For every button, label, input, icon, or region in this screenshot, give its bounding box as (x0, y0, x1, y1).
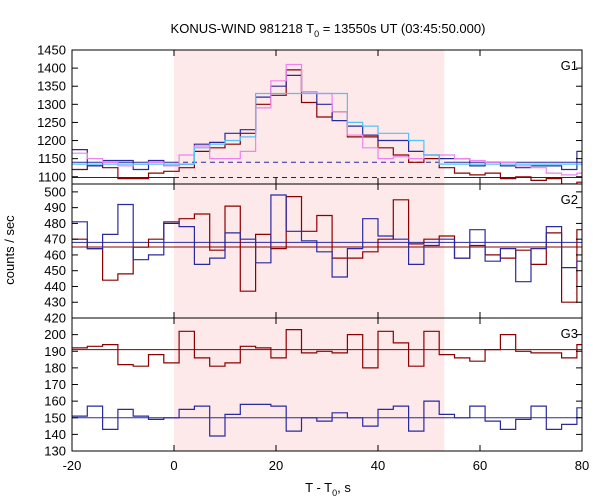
y-tick-label: 490 (44, 200, 66, 215)
y-tick-label: 1300 (37, 97, 66, 112)
y-tick-label: 500 (44, 184, 66, 199)
y-tick-label: 140 (44, 427, 66, 442)
y-tick-label: 450 (44, 263, 66, 278)
x-tick-label: -20 (63, 458, 82, 473)
panel-label-g1: G1 (561, 58, 578, 73)
series-cyan-histogram (72, 92, 582, 165)
series-blue-histogram (72, 400, 582, 437)
series-red-histogram (72, 329, 582, 369)
y-tick-label: 1100 (38, 169, 66, 184)
y-tick-label: 420 (44, 311, 66, 326)
y-tick-label: 130 (44, 444, 66, 459)
plot-area: 11001150120012501300135014001450G1420430… (37, 43, 589, 474)
x-tick-label: 0 (170, 458, 177, 473)
y-tick-label: 430 (44, 295, 66, 310)
panel-g1: 1100 1150 1200 1250 1300 1350 1400 1450 G1 (37, 43, 583, 185)
y-tick-label: 180 (44, 360, 66, 375)
y-tick-label: 150 (44, 410, 66, 425)
y-axis-label: counts / sec (2, 215, 17, 285)
panel-series-group (72, 194, 582, 303)
panel-series-group (72, 63, 582, 184)
panel-label-g3: G3 (561, 326, 578, 341)
y-tick-label: 170 (44, 377, 66, 392)
x-tick-label: 60 (473, 458, 487, 473)
y-tick-label: 190 (44, 344, 66, 359)
x-tick-label: 80 (575, 458, 589, 473)
panel-label-g2: G2 (561, 192, 578, 207)
y-tick-label: 1350 (37, 79, 66, 94)
chart-title: KONUS-WIND 981218 T0 = 13550s UT (03:45:… (171, 21, 486, 39)
y-tick-label: 1150 (38, 151, 66, 166)
y-tick-label: 160 (44, 394, 66, 409)
x-tick-label: 20 (269, 458, 283, 473)
y-tick-label: 460 (44, 247, 66, 262)
y-tick-label: 200 (44, 327, 66, 342)
y-tick-label: 440 (44, 279, 66, 294)
panel-series-group (72, 329, 582, 437)
y-tick-label: 470 (44, 232, 66, 247)
x-axis-label: T - T0, s (305, 480, 351, 498)
y-tick-label: 1250 (37, 115, 66, 130)
y-tick-label: 480 (44, 216, 66, 231)
x-tick-label: 40 (371, 458, 385, 473)
series-blue-histogram (72, 194, 582, 283)
y-tick-label: 1450 (37, 43, 66, 58)
y-tick-label: 1200 (37, 133, 66, 148)
y-tick-label: 1400 (37, 61, 66, 76)
